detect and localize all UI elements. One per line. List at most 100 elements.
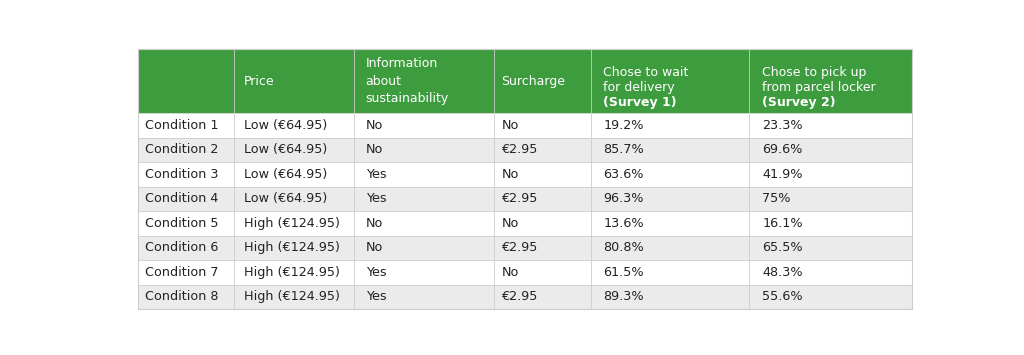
Bar	[494, 138, 591, 162]
Bar	[494, 113, 591, 138]
Text: 19.2%: 19.2%	[603, 119, 644, 132]
Text: (Survey 2): (Survey 2)	[763, 96, 836, 109]
Text: 48.3%: 48.3%	[763, 266, 803, 279]
Text: €2.95: €2.95	[502, 192, 538, 205]
Text: Condition 8: Condition 8	[145, 290, 219, 304]
Bar	[494, 162, 591, 187]
Bar	[750, 285, 912, 309]
Bar	[354, 236, 494, 260]
Text: Low (€64.95): Low (€64.95)	[244, 143, 328, 156]
Text: 55.6%: 55.6%	[763, 290, 803, 304]
Bar	[234, 236, 354, 260]
Text: 96.3%: 96.3%	[603, 192, 644, 205]
Bar	[591, 113, 750, 138]
Text: 65.5%: 65.5%	[763, 241, 803, 254]
Text: Information
about
sustainability: Information about sustainability	[366, 57, 449, 105]
Bar	[750, 138, 912, 162]
Text: Chose to pick up: Chose to pick up	[763, 66, 866, 79]
Bar	[354, 162, 494, 187]
Text: Condition 7: Condition 7	[145, 266, 219, 279]
Bar	[137, 187, 234, 211]
Text: 80.8%: 80.8%	[603, 241, 644, 254]
Bar	[750, 260, 912, 285]
Bar	[354, 138, 494, 162]
Text: No: No	[366, 217, 383, 230]
Bar	[750, 162, 912, 187]
Bar	[591, 49, 750, 113]
Text: Yes: Yes	[366, 192, 386, 205]
Bar	[494, 236, 591, 260]
Text: 89.3%: 89.3%	[603, 290, 644, 304]
Text: for delivery: for delivery	[603, 81, 675, 94]
Text: Yes: Yes	[366, 168, 386, 181]
Text: 16.1%: 16.1%	[763, 217, 803, 230]
Text: 85.7%: 85.7%	[603, 143, 644, 156]
Bar	[591, 162, 750, 187]
Text: Surcharge: Surcharge	[502, 75, 565, 88]
Bar	[137, 285, 234, 309]
Bar	[591, 211, 750, 236]
Bar	[750, 236, 912, 260]
Bar	[591, 236, 750, 260]
Text: High (€124.95): High (€124.95)	[244, 266, 340, 279]
Bar	[354, 285, 494, 309]
Bar	[591, 138, 750, 162]
Text: No: No	[502, 266, 519, 279]
Text: €2.95: €2.95	[502, 290, 538, 304]
Bar	[137, 260, 234, 285]
Text: 13.6%: 13.6%	[603, 217, 644, 230]
Text: No: No	[366, 241, 383, 254]
Text: Condition 4: Condition 4	[145, 192, 219, 205]
Bar	[137, 162, 234, 187]
Text: Yes: Yes	[366, 290, 386, 304]
Text: Condition 3: Condition 3	[145, 168, 219, 181]
Text: High (€124.95): High (€124.95)	[244, 217, 340, 230]
Bar	[137, 113, 234, 138]
Text: Condition 1: Condition 1	[145, 119, 219, 132]
Bar	[591, 260, 750, 285]
Bar	[494, 211, 591, 236]
Bar	[354, 49, 494, 113]
Text: Condition 5: Condition 5	[145, 217, 219, 230]
Bar	[137, 138, 234, 162]
Bar	[234, 49, 354, 113]
Text: Chose to wait: Chose to wait	[603, 66, 689, 79]
Text: €2.95: €2.95	[502, 241, 538, 254]
Text: No: No	[502, 168, 519, 181]
Text: 23.3%: 23.3%	[763, 119, 803, 132]
Text: No: No	[366, 143, 383, 156]
Bar	[234, 187, 354, 211]
Bar	[494, 49, 591, 113]
Text: Low (€64.95): Low (€64.95)	[244, 192, 328, 205]
Text: No: No	[502, 119, 519, 132]
Bar	[750, 187, 912, 211]
Bar	[234, 285, 354, 309]
Bar	[591, 285, 750, 309]
Bar	[234, 113, 354, 138]
Bar	[354, 113, 494, 138]
Text: High (€124.95): High (€124.95)	[244, 290, 340, 304]
Text: Condition 2: Condition 2	[145, 143, 219, 156]
Text: Low (€64.95): Low (€64.95)	[244, 168, 328, 181]
Bar	[354, 260, 494, 285]
Text: Low (€64.95): Low (€64.95)	[244, 119, 328, 132]
Bar	[137, 49, 234, 113]
Text: from parcel locker: from parcel locker	[763, 81, 877, 94]
Bar	[494, 260, 591, 285]
Text: 61.5%: 61.5%	[603, 266, 644, 279]
Text: 75%: 75%	[763, 192, 791, 205]
Bar	[750, 49, 912, 113]
Text: Price: Price	[244, 75, 274, 88]
Text: High (€124.95): High (€124.95)	[244, 241, 340, 254]
Bar	[137, 211, 234, 236]
Text: Yes: Yes	[366, 266, 386, 279]
Text: 63.6%: 63.6%	[603, 168, 644, 181]
Bar	[494, 285, 591, 309]
Text: Condition 6: Condition 6	[145, 241, 219, 254]
Bar	[354, 187, 494, 211]
Bar	[234, 260, 354, 285]
Bar	[234, 138, 354, 162]
Text: 41.9%: 41.9%	[763, 168, 803, 181]
Bar	[591, 187, 750, 211]
Bar	[137, 236, 234, 260]
